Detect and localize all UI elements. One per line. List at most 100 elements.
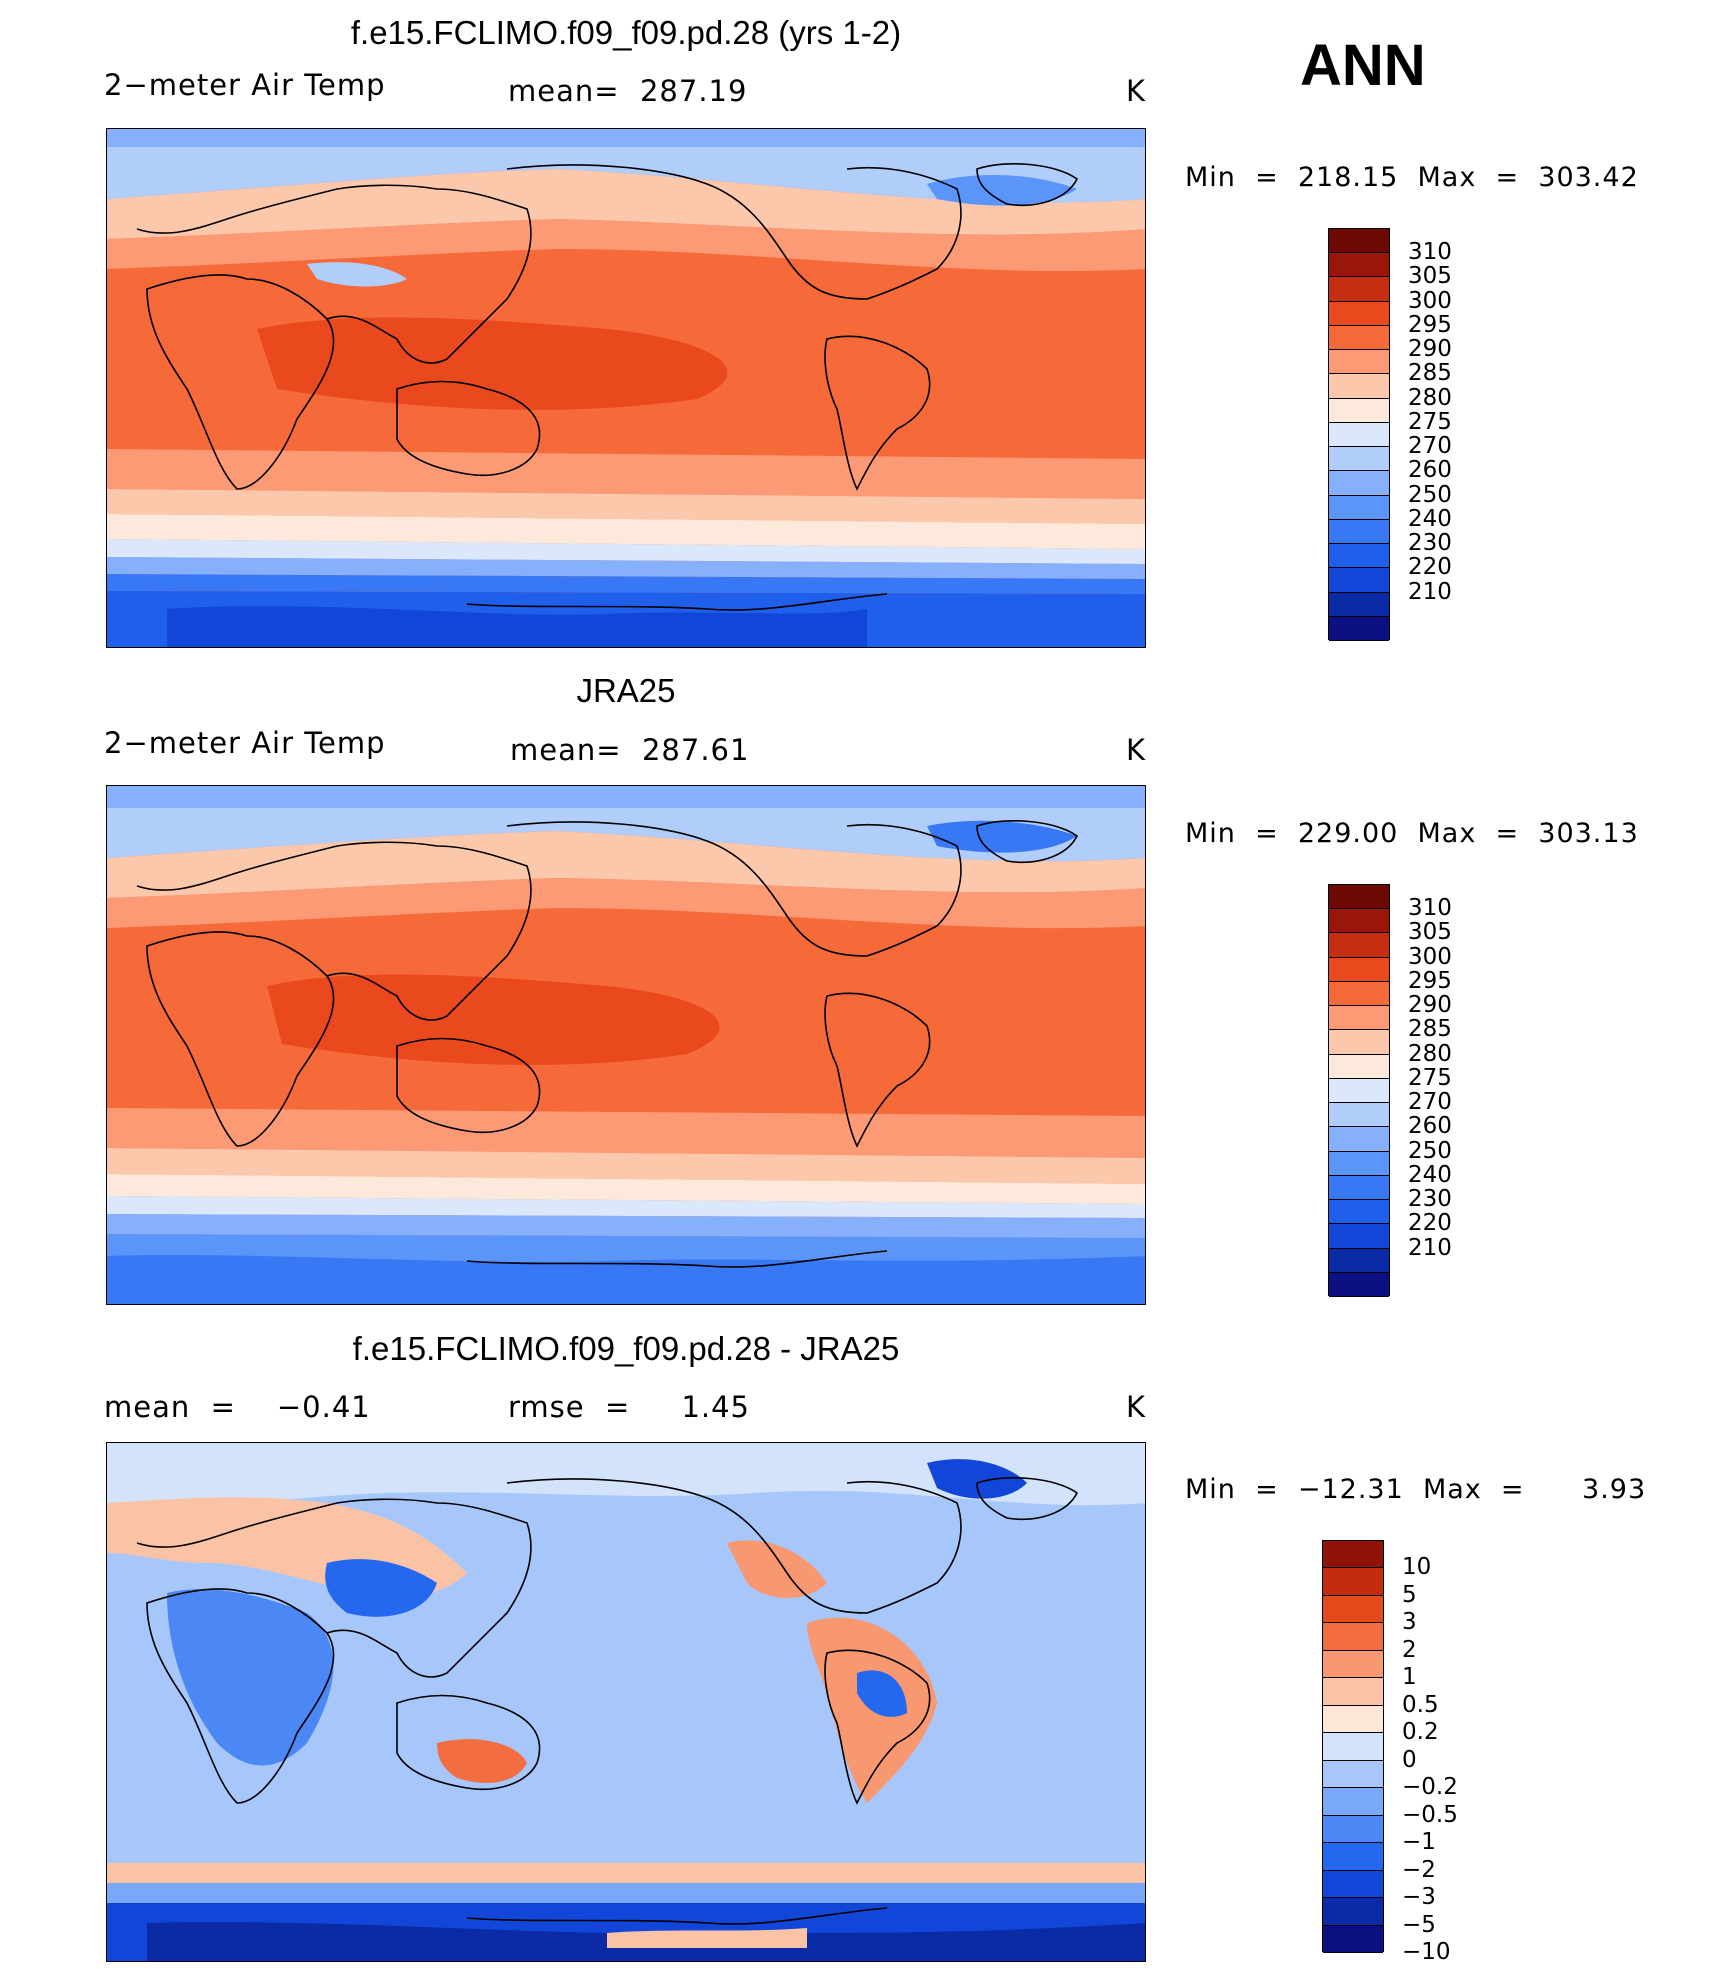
panel-obs-colorbar-tick-label: 310	[1408, 895, 1452, 922]
panel-diff-colorbar-tick-label: 3	[1402, 1609, 1417, 1636]
panel-diff-units: K	[1126, 1390, 1147, 1424]
panel-diff-colorbar-tick-label: −3	[1402, 1884, 1436, 1911]
panel-diff-colorbar-swatch	[1323, 1815, 1383, 1844]
panel-obs-variable: 2−meter Air Temp	[104, 726, 386, 760]
panel-model-colorbar-tick-label: 310	[1408, 239, 1452, 266]
panel-model-colorbar-swatch	[1329, 277, 1389, 302]
panel-diff-colorbar-swatch	[1323, 1870, 1383, 1899]
panel-obs-colorbar-tick-label: 295	[1408, 967, 1452, 994]
panel-model-colorbar-tick-label: 270	[1408, 433, 1452, 460]
panel-obs-colorbar-swatch	[1329, 981, 1389, 1007]
panel-model-colorbar-swatch	[1329, 229, 1389, 254]
panel-model-colorbar-tick-label: 260	[1408, 457, 1452, 484]
panel-model-colorbar	[1328, 228, 1390, 641]
panel-model-colorbar-swatch	[1329, 447, 1389, 472]
panel-obs-colorbar-swatch	[1329, 1248, 1389, 1273]
panel-model-colorbar-swatch	[1329, 495, 1389, 520]
panel-model-colorbar-tick-label: 220	[1408, 554, 1452, 581]
panel-diff-colorbar-tick-label: −1	[1402, 1829, 1436, 1856]
panel-obs-colorbar-tick-label: 210	[1408, 1234, 1452, 1261]
panel-model-colorbar-swatch	[1329, 422, 1389, 448]
panel-diff-colorbar-tick-label: −5	[1402, 1911, 1436, 1938]
panel-diff-title: f.e15.FCLIMO.f09_f09.pd.28 - JRA25	[352, 1330, 900, 1367]
panel-model-colorbar-swatch	[1329, 398, 1389, 423]
panel-obs-colorbar-tick-label: 300	[1408, 943, 1452, 970]
panel-diff-colorbar-swatch	[1323, 1595, 1383, 1624]
panel-model-colorbar-tick-label: 285	[1408, 360, 1452, 387]
panel-obs-colorbar-tick-label: 285	[1408, 1016, 1452, 1043]
panel-obs-colorbar-tick-label: 270	[1408, 1089, 1452, 1116]
panel-model-title: f.e15.FCLIMO.f09_f09.pd.28 (yrs 1-2)	[350, 14, 902, 51]
panel-obs-colorbar-swatch	[1329, 1151, 1389, 1176]
panel-diff-colorbar-swatch	[1323, 1788, 1383, 1816]
panel-model-map	[106, 128, 1146, 648]
panel-obs-colorbar-tick-label: 305	[1408, 919, 1452, 946]
panel-model-colorbar-tick-label: 300	[1408, 287, 1452, 314]
panel-diff-colorbar-tick-label: −0.5	[1402, 1801, 1458, 1828]
panel-model-mean: mean= 287.19	[508, 74, 748, 108]
panel-model-variable: 2−meter Air Temp	[104, 68, 386, 102]
panel-model-colorbar-swatch	[1329, 616, 1389, 641]
panel-model-colorbar-tick-label: 275	[1408, 408, 1452, 435]
panel-obs-colorbar-swatch	[1329, 1200, 1389, 1225]
panel-model-colorbar-tick-label: 240	[1408, 505, 1452, 532]
panel-obs-colorbar	[1328, 884, 1390, 1297]
panel-obs-mean: mean= 287.61	[510, 733, 750, 767]
panel-model-units: K	[1126, 74, 1147, 108]
panel-obs-colorbar-tick-label: 230	[1408, 1186, 1452, 1213]
panel-model-min-max: Min = 218.15 Max = 303.42	[1185, 162, 1639, 193]
panel-diff-rmse: rmse = 1.45	[508, 1390, 751, 1424]
panel-model-colorbar-swatch	[1329, 544, 1389, 569]
panel-model-colorbar-tick-label: 230	[1408, 530, 1452, 557]
panel-diff-colorbar-swatch	[1323, 1568, 1383, 1596]
panel-obs-colorbar-tick-label: 240	[1408, 1161, 1452, 1188]
panel-obs-colorbar-tick-label: 220	[1408, 1210, 1452, 1237]
panel-obs-colorbar-swatch	[1329, 1103, 1389, 1128]
panel-diff-colorbar-swatch	[1323, 1733, 1383, 1761]
panel-model-colorbar-tick-label: 210	[1408, 578, 1452, 605]
panel-diff-colorbar-tick-label: 10	[1402, 1554, 1432, 1581]
panel-diff-colorbar-tick-label: 0.2	[1402, 1719, 1439, 1746]
panel-diff-colorbar-tick-label: 2	[1402, 1636, 1417, 1663]
panel-model-colorbar-swatch	[1329, 325, 1389, 351]
panel-model-colorbar-swatch	[1329, 301, 1389, 326]
panel-obs-colorbar-swatch	[1329, 933, 1389, 958]
panel-model-colorbar-tick-label: 305	[1408, 263, 1452, 290]
panel-obs-colorbar-tick-label: 275	[1408, 1064, 1452, 1091]
panel-model-colorbar-tick-label: 295	[1408, 311, 1452, 338]
panel-diff-colorbar-tick-label: −10	[1402, 1939, 1451, 1965]
panel-obs-colorbar-swatch	[1329, 1272, 1389, 1297]
season-label: ANN	[1300, 33, 1426, 98]
panel-obs-colorbar-tick-label: 250	[1408, 1137, 1452, 1164]
panel-diff-colorbar-swatch	[1323, 1623, 1383, 1651]
panel-obs-colorbar-swatch	[1329, 1224, 1389, 1249]
panel-obs-colorbar-swatch	[1329, 1175, 1389, 1201]
panel-model-colorbar-swatch	[1329, 350, 1389, 375]
panel-obs-colorbar-swatch	[1329, 1030, 1389, 1055]
panel-diff-colorbar-swatch	[1323, 1650, 1383, 1679]
panel-obs-colorbar-swatch	[1329, 1127, 1389, 1152]
panel-diff-colorbar-swatch	[1323, 1541, 1383, 1569]
panel-model-colorbar-swatch	[1329, 519, 1389, 545]
panel-obs-colorbar-tick-label: 260	[1408, 1113, 1452, 1140]
panel-obs-colorbar-swatch	[1329, 909, 1389, 934]
panel-diff-colorbar-swatch	[1323, 1760, 1383, 1789]
panel-diff-min-max: Min = −12.31 Max = 3.93	[1185, 1474, 1647, 1505]
panel-diff-colorbar-swatch	[1323, 1705, 1383, 1734]
panel-diff-colorbar-swatch	[1323, 1925, 1383, 1953]
panel-obs-min-max: Min = 229.00 Max = 303.13	[1185, 818, 1639, 849]
panel-obs-units: K	[1126, 733, 1147, 767]
panel-diff-colorbar-tick-label: 1	[1402, 1664, 1417, 1691]
panel-diff-colorbar-tick-label: −2	[1402, 1856, 1436, 1883]
panel-obs-colorbar-swatch	[1329, 885, 1389, 910]
panel-model-colorbar-swatch	[1329, 253, 1389, 278]
panel-obs-colorbar-swatch	[1329, 1006, 1389, 1031]
panel-model-colorbar-tick-label: 280	[1408, 384, 1452, 411]
panel-obs-colorbar-swatch	[1329, 1054, 1389, 1079]
panel-diff-map	[106, 1442, 1146, 1962]
panel-diff-colorbar-tick-label: −0.2	[1402, 1774, 1458, 1801]
panel-model-colorbar-swatch	[1329, 592, 1389, 617]
panel-diff-colorbar-tick-label: 0.5	[1402, 1691, 1439, 1718]
panel-obs-colorbar-swatch	[1329, 1078, 1389, 1104]
panel-diff-colorbar	[1322, 1540, 1384, 1953]
